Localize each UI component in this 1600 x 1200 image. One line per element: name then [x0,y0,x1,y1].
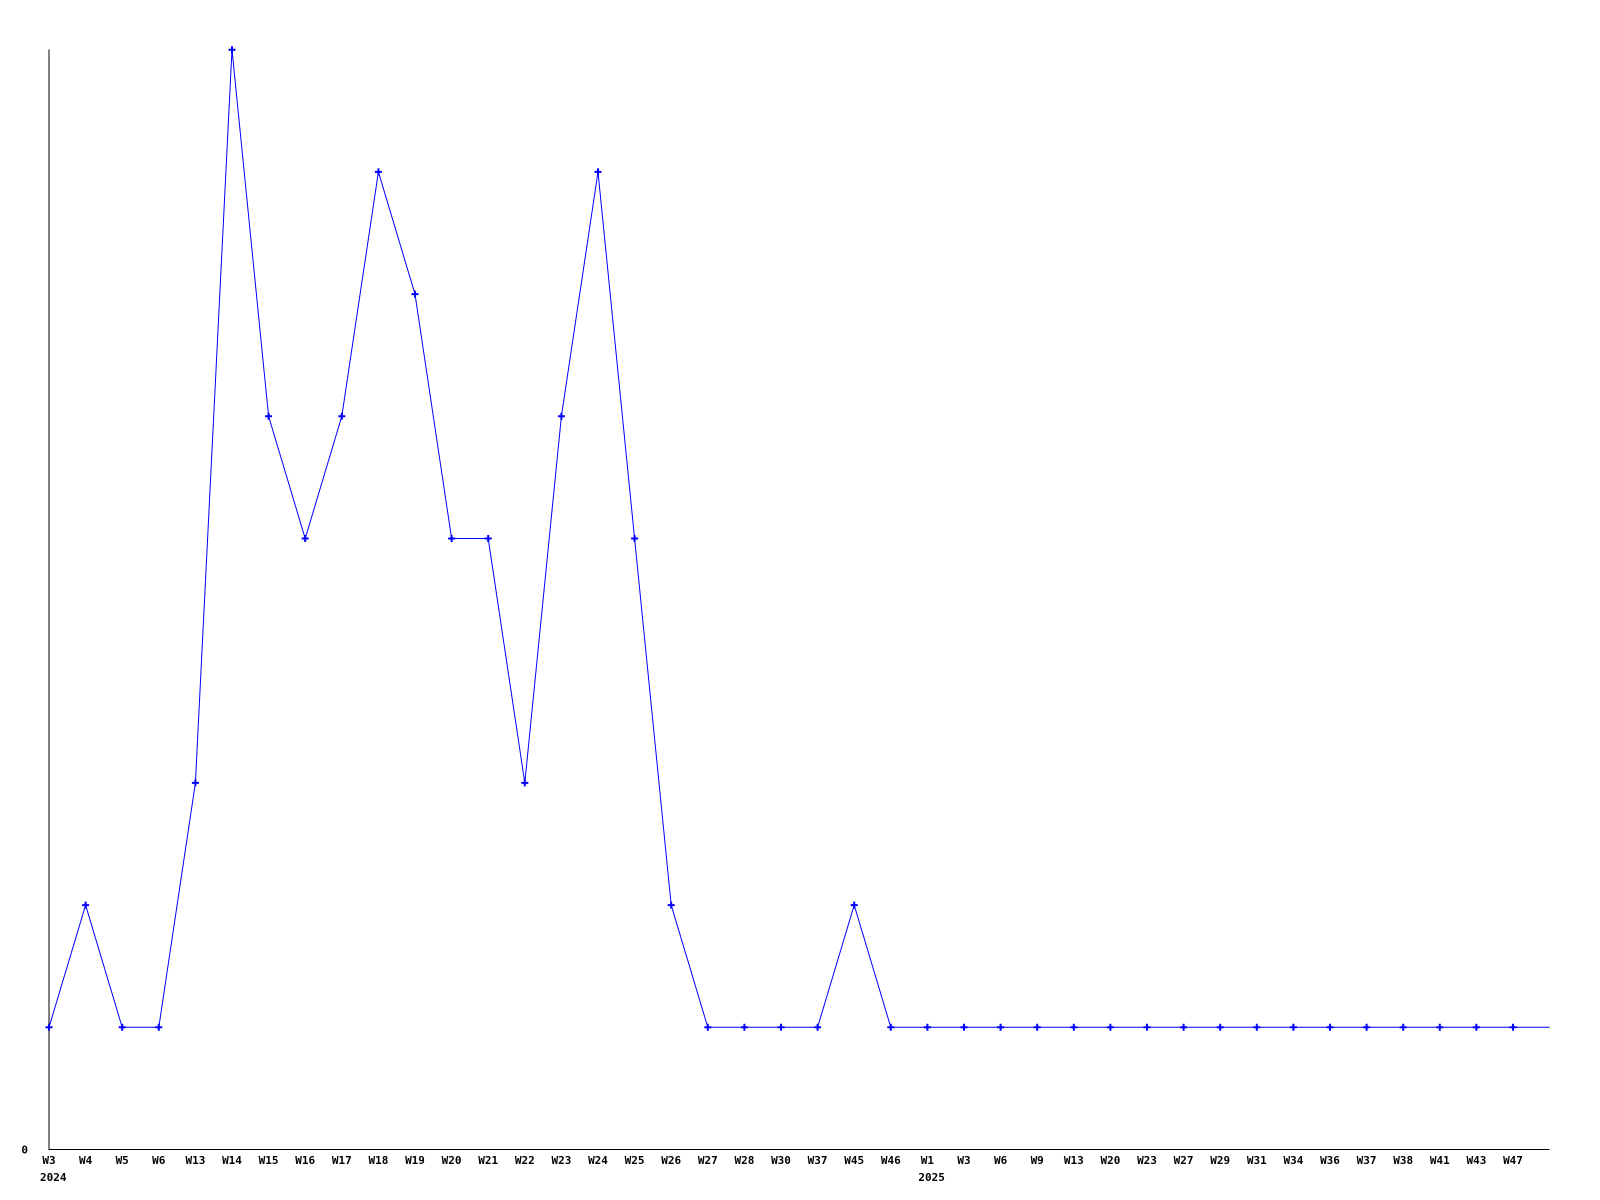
x-tick-label: W21 [478,1154,498,1167]
x-tick-label: W20 [1100,1154,1120,1167]
x-tick-label: W23 [551,1154,571,1167]
x-tick-label: W38 [1393,1154,1413,1167]
x-tick-label: W22 [515,1154,535,1167]
x-tick-label: W31 [1247,1154,1267,1167]
x-tick-label: W1 [921,1154,935,1167]
x-tick-label: W41 [1430,1154,1450,1167]
x-year-label: 2024 [40,1171,67,1184]
x-tick-label: W4 [79,1154,93,1167]
x-tick-label: W47 [1503,1154,1523,1167]
x-tick-label: W26 [661,1154,681,1167]
x-tick-label: W23 [1137,1154,1157,1167]
x-tick-label: W15 [259,1154,279,1167]
x-tick-label: W24 [588,1154,608,1167]
x-tick-label: W34 [1283,1154,1303,1167]
x-tick-label: W20 [442,1154,462,1167]
x-tick-label: W43 [1466,1154,1486,1167]
x-tick-label: W14 [222,1154,242,1167]
x-tick-label: W18 [368,1154,388,1167]
x-tick-label: W46 [881,1154,901,1167]
x-tick-label: W37 [1357,1154,1377,1167]
x-tick-label: W27 [698,1154,718,1167]
x-tick-label: W3 [957,1154,970,1167]
x-tick-label: W25 [625,1154,645,1167]
x-tick-label: W45 [844,1154,864,1167]
x-tick-label: W19 [405,1154,425,1167]
x-tick-label: W13 [1064,1154,1084,1167]
x-tick-label: W37 [808,1154,828,1167]
y-tick-label: 0 [21,1144,28,1157]
x-year-label: 2025 [918,1171,945,1184]
x-tick-label: W6 [152,1154,166,1167]
x-tick-label: W16 [295,1154,315,1167]
x-tick-label: W3 [42,1154,55,1167]
x-tick-label: W29 [1210,1154,1230,1167]
x-tick-label: W28 [734,1154,754,1167]
x-tick-label: W27 [1174,1154,1194,1167]
x-tick-label: W5 [116,1154,129,1167]
axis-lines [48,49,1550,1151]
x-tick-label: W13 [185,1154,205,1167]
data-point-markers [45,46,1517,1031]
x-tick-label: W9 [1031,1154,1044,1167]
x-tick-label: W36 [1320,1154,1340,1167]
x-tick-label: W6 [994,1154,1008,1167]
data-line [48,49,1550,1028]
x-tick-label: W30 [771,1154,791,1167]
x-tick-label: W17 [332,1154,352,1167]
